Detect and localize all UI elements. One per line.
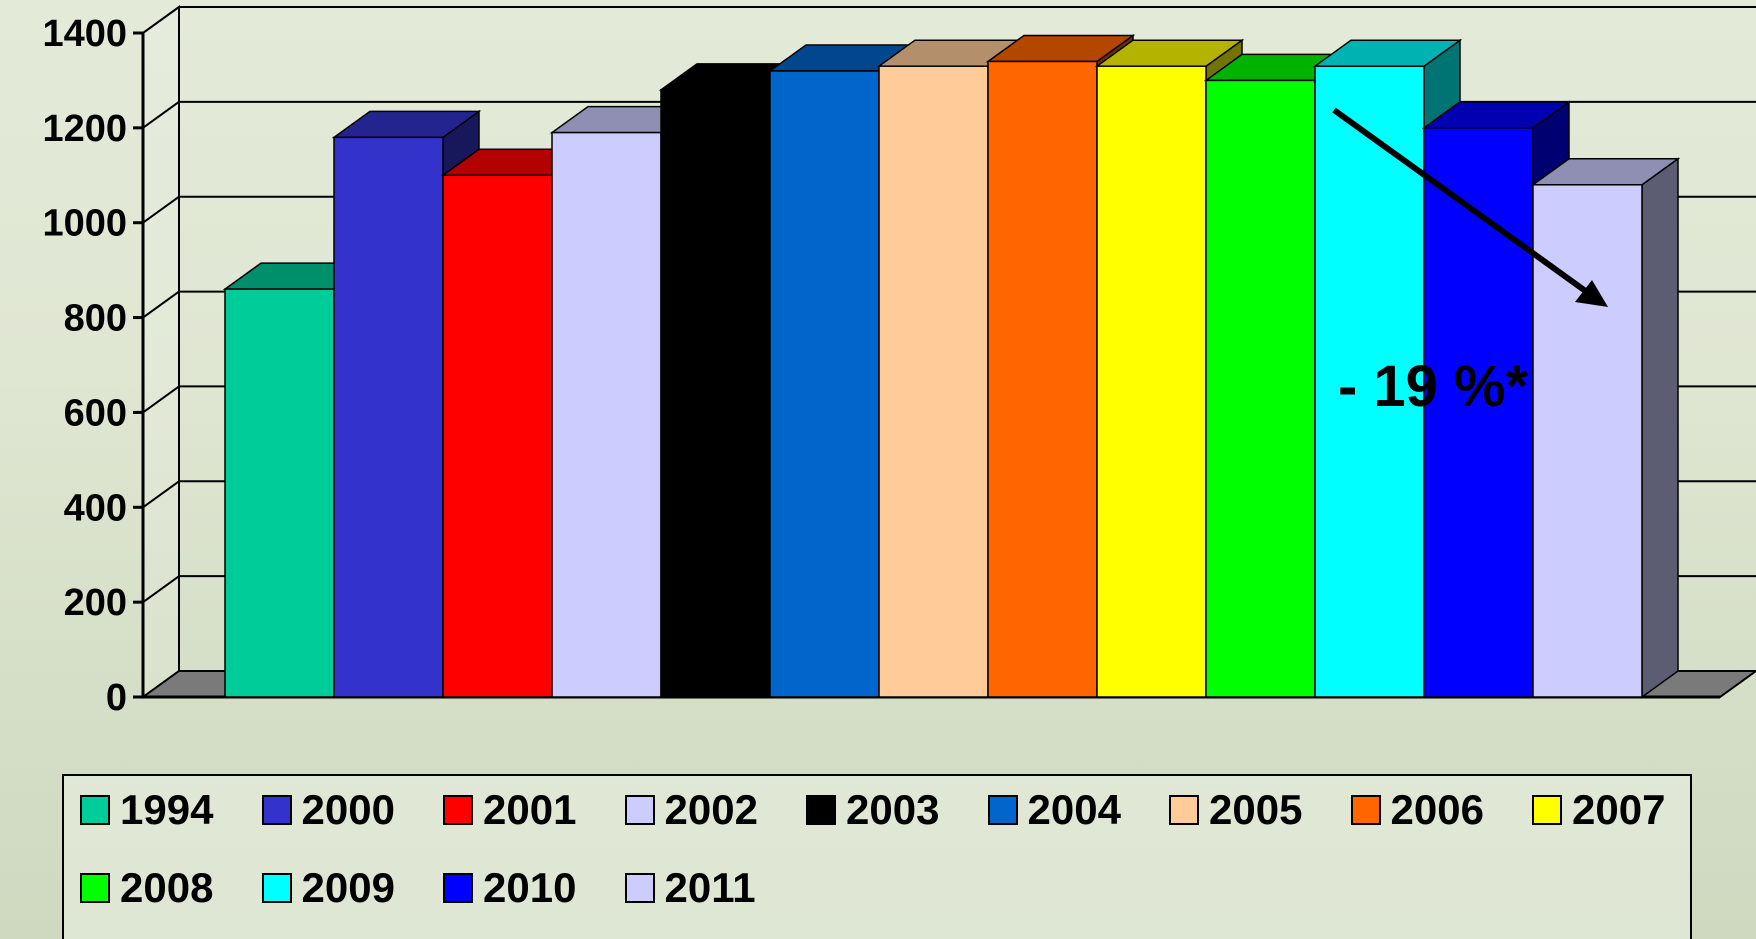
legend-label: 2004: [1027, 786, 1121, 833]
gridline-diag: [142, 385, 180, 414]
legend-item-2004: 2004: [987, 786, 1121, 834]
bar-side: [1641, 157, 1679, 699]
legend-label: 2001: [483, 786, 577, 833]
bar-front: [1423, 127, 1534, 698]
legend-label: 2005: [1209, 786, 1303, 833]
legend-swatch: [80, 873, 110, 903]
bar-front: [1205, 79, 1316, 698]
bar-front: [987, 60, 1098, 698]
chart-legend: 1994 2000 2001 2002 2003 2004 2005 2006 2007 2008…: [62, 774, 1692, 939]
trend-arrow: [1332, 107, 1600, 303]
legend-swatch: [1532, 795, 1562, 825]
legend-swatch: [1169, 795, 1199, 825]
bar-front: [660, 89, 771, 698]
legend-swatch: [261, 795, 292, 825]
bar-chart: 0 200 400 600 800 1000 1200 1400 - 19 %*: [42, 5, 1756, 719]
bar-front: [442, 174, 553, 698]
bar-front: [224, 288, 335, 698]
legend-item-2002: 2002: [624, 786, 758, 834]
trend-label: - 19 %*: [1338, 354, 1529, 419]
legend-item-1994: 1994: [80, 786, 213, 834]
gridline-diag: [142, 575, 180, 603]
legend-label: 2002: [664, 786, 758, 833]
legend-label: 2010: [483, 864, 577, 911]
gridline-diag: [142, 6, 180, 34]
legend-swatch: [443, 873, 473, 903]
bars: [222, 33, 1681, 699]
y-tick-label: 400: [64, 487, 127, 529]
legend-item-2008: 2008: [80, 864, 213, 912]
bar-front: [1314, 65, 1425, 698]
gridline-diag: [142, 290, 180, 319]
bar-front: [551, 131, 662, 698]
legend-label: 2000: [301, 786, 395, 833]
legend-swatch: [624, 795, 655, 825]
bar-2011: [1530, 157, 1681, 699]
trend-annotation: - 19 %*: [1332, 107, 1608, 419]
bar-front: [878, 65, 989, 698]
y-tick-label: 600: [64, 392, 127, 434]
bar-front: [333, 136, 444, 698]
bar-front: [1096, 65, 1207, 698]
bar-front: [1532, 184, 1643, 698]
legend-label: 1994: [120, 786, 214, 833]
gridline-diag: [142, 480, 180, 509]
legend-label: 2006: [1390, 786, 1484, 833]
legend-item-2010: 2010: [443, 864, 576, 912]
trend-arrowhead: [1575, 280, 1608, 307]
legend-swatch: [806, 795, 836, 825]
legend-label: 2003: [846, 786, 940, 833]
y-tick-label: 1400: [42, 13, 127, 55]
legend-item-2000: 2000: [261, 786, 395, 834]
y-tick-label: 1200: [42, 108, 127, 150]
side-wall: [142, 5, 180, 699]
legend-swatch: [443, 795, 473, 825]
legend-swatch: [987, 795, 1018, 825]
legend-item-2003: 2003: [806, 786, 939, 834]
legend-swatch: [80, 795, 110, 825]
legend-item-2005: 2005: [1169, 786, 1302, 834]
legend-label: 2007: [1572, 786, 1666, 833]
legend-item-2009: 2009: [261, 864, 395, 912]
legend-label: 2009: [301, 864, 395, 911]
y-tick-label: 800: [64, 298, 127, 340]
legend-item-2011: 2011: [624, 864, 756, 912]
legend-swatch: [1350, 795, 1381, 825]
legend-label: 2011: [664, 864, 756, 911]
legend-swatch: [261, 873, 292, 903]
legend-item-2007: 2007: [1532, 786, 1665, 834]
gridline-diag: [142, 101, 180, 129]
legend-swatch: [624, 873, 655, 903]
y-tick-label: 200: [64, 582, 127, 624]
bar-front: [769, 70, 880, 698]
legend-item-2006: 2006: [1350, 786, 1484, 834]
legend-label: 2008: [120, 864, 214, 911]
gridline-diag: [142, 195, 180, 224]
legend-item-2001: 2001: [443, 786, 576, 834]
y-tick-label: 1000: [42, 203, 127, 245]
y-tick-label: 0: [106, 677, 127, 719]
